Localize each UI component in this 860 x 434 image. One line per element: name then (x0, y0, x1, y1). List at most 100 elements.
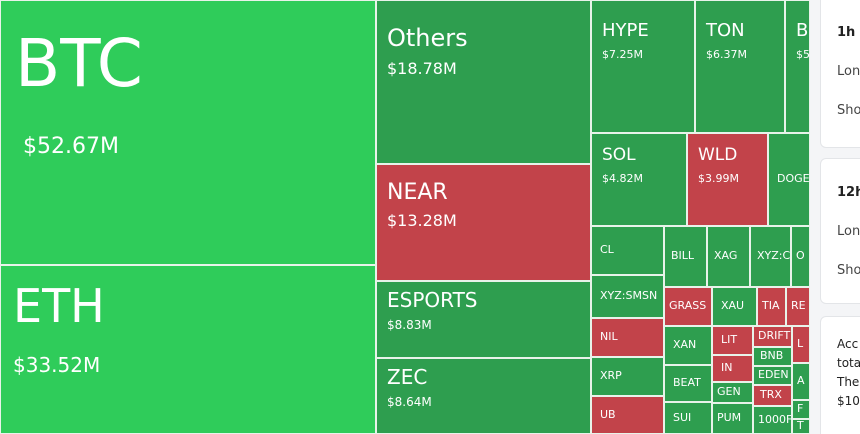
tile[interactable]: EDEN (753, 366, 792, 385)
tile[interactable]: ZEC $8.64M (376, 358, 591, 434)
tile[interactable]: XYZ:C (750, 226, 791, 287)
tile[interactable]: RE (786, 287, 810, 326)
tile-label: IN (721, 361, 733, 374)
card: Acc tota The $10 (820, 316, 860, 434)
tile[interactable]: IN (712, 355, 753, 382)
tile-label: ZEC (387, 364, 428, 389)
tile-label: F (797, 402, 804, 415)
tile-label: UB (600, 407, 616, 421)
tile[interactable]: T (792, 419, 810, 434)
tile[interactable]: ESPORTS $8.83M (376, 281, 591, 358)
tile-label: NEAR (387, 179, 448, 205)
card-row: Sho (837, 263, 860, 278)
tile[interactable]: XAU (712, 287, 757, 326)
tile-label: XYZ:SMSN (600, 289, 658, 302)
tile-value: $7.25M (602, 47, 643, 61)
tile[interactable]: TRX (753, 385, 792, 406)
tile-label: TON (706, 20, 745, 42)
tile[interactable]: TIA (757, 287, 786, 326)
tile-label: DOGE (777, 172, 810, 185)
tile-label: BTC (15, 25, 143, 103)
tile[interactable]: GRASS (664, 287, 712, 326)
card-row: Lon (837, 224, 860, 239)
tile[interactable]: BEAT (664, 365, 712, 402)
tile-value: $5 (796, 47, 810, 61)
tile-label: LIT (721, 333, 738, 346)
tile[interactable]: HYPE $7.25M (591, 0, 695, 133)
tile-label: XAU (721, 299, 745, 312)
tile[interactable]: A (792, 363, 810, 400)
tile[interactable]: GEN (712, 382, 753, 403)
tile-value: $52.67M (23, 133, 119, 159)
tile-label: SUI (673, 410, 692, 424)
tile[interactable]: 1000F (753, 406, 792, 434)
tile[interactable]: XYZ:SMSN (591, 275, 664, 318)
tile[interactable]: NEAR $13.28M (376, 164, 591, 281)
card-text: Acc (837, 337, 859, 351)
tile-label: 1000F (758, 412, 792, 426)
tile[interactable]: BILL (664, 226, 707, 287)
tile-label: XRP (600, 369, 622, 382)
tile[interactable]: UB (591, 396, 664, 434)
tile-label: L (797, 337, 804, 350)
tile[interactable]: LIT (712, 326, 753, 355)
tile[interactable]: BTC $52.67M (0, 0, 376, 265)
tile[interactable]: DRIFT (753, 326, 792, 347)
tile-value: $33.52M (13, 353, 101, 378)
tile-label: BILL (671, 249, 695, 262)
tile-value: $4.82M (602, 171, 643, 185)
tile[interactable]: ETH $33.52M (0, 265, 376, 434)
tile-label: GEN (717, 385, 741, 398)
tile[interactable]: F (792, 400, 810, 419)
tile-label: DRIFT (758, 329, 791, 342)
card: 12h Lon Sho (820, 158, 860, 304)
tile[interactable]: NIL (591, 318, 664, 357)
tile-label: PUM (717, 411, 742, 424)
tile[interactable]: BNB (753, 347, 792, 366)
tile-value: $3.99M (698, 171, 739, 185)
card-row: Lon (837, 64, 860, 79)
tile-value: $8.83M (387, 317, 432, 332)
card-title: 1h (837, 25, 856, 40)
tile-label: WLD (698, 144, 738, 165)
tile-label: T (797, 419, 804, 432)
tile[interactable]: TON $6.37M (695, 0, 785, 133)
tile[interactable]: B $5 (785, 0, 810, 133)
tile-label: XAG (714, 249, 738, 262)
tile[interactable]: O (791, 226, 810, 287)
tile[interactable]: DOGE (768, 133, 810, 226)
tile[interactable]: PUM (712, 403, 753, 434)
card-text: tota (837, 356, 860, 370)
card-text: The (837, 375, 860, 389)
tile-label: NIL (600, 330, 618, 343)
card-title: 12h (837, 185, 860, 200)
tile-label: RE (791, 299, 806, 312)
tile[interactable]: XAG (707, 226, 750, 287)
tile-label: O (796, 249, 805, 262)
tile-label: ETH (13, 279, 105, 334)
tile[interactable]: XAN (664, 326, 712, 365)
tile-label: A (797, 374, 805, 387)
tile-value: $18.78M (387, 58, 457, 78)
tile[interactable]: L (792, 326, 810, 363)
tile-value: $6.37M (706, 47, 747, 61)
tile-label: B (796, 20, 809, 42)
tile-label: GRASS (669, 299, 707, 312)
tile-value: $13.28M (387, 211, 457, 231)
tile-label: TRX (760, 388, 782, 401)
tile[interactable]: XRP (591, 357, 664, 396)
tile[interactable]: WLD $3.99M (687, 133, 768, 226)
tile-label: BEAT (673, 376, 701, 389)
card-text: $10 (837, 394, 860, 408)
tile-label: XAN (673, 338, 697, 351)
tile-label: HYPE (602, 20, 649, 42)
tile-label: SOL (602, 144, 636, 165)
tile-label: ESPORTS (387, 287, 478, 312)
tile[interactable]: CL (591, 226, 664, 275)
tile[interactable]: SOL $4.82M (591, 133, 687, 226)
tile-label: EDEN (758, 368, 789, 381)
tile[interactable]: SUI (664, 402, 712, 434)
tile[interactable]: Others $18.78M (376, 0, 591, 164)
tile-label: Others (387, 24, 468, 53)
